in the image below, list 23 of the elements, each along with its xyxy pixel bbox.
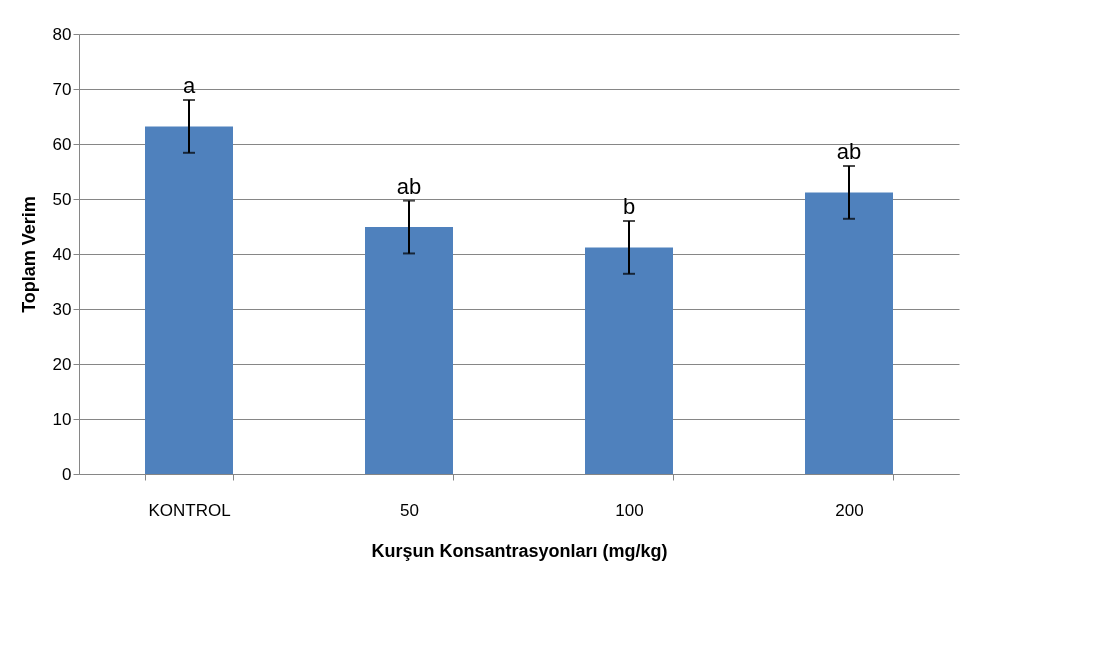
annotation: ab	[836, 139, 862, 164]
bar	[585, 247, 673, 474]
bar	[365, 227, 453, 474]
y-tick-label: 30	[52, 299, 72, 319]
y-tick-label: 70	[52, 79, 72, 99]
y-tick-label: 40	[52, 244, 72, 264]
annotation: b	[622, 194, 636, 219]
y-axis-title: Toplam Verim	[18, 196, 39, 313]
bar	[805, 192, 893, 474]
bar	[145, 126, 233, 474]
x-tick-label: 100	[615, 500, 644, 520]
y-tick-label: 50	[52, 189, 72, 209]
x-tick-label: 50	[400, 500, 419, 520]
x-tick-label: 200	[835, 500, 864, 520]
x-tick-label: KONTROL	[148, 500, 231, 520]
y-tick-label: 80	[52, 24, 72, 44]
annotation: a	[182, 73, 196, 98]
y-tick-label: 10	[52, 409, 72, 429]
x-axis-title: Kurşun Konsantrasyonları (mg/kg)	[371, 540, 668, 561]
y-tick-label: 20	[52, 354, 72, 374]
y-tick-label: 60	[52, 134, 72, 154]
annotation: ab	[396, 173, 422, 199]
y-tick-label: 0	[62, 464, 72, 484]
